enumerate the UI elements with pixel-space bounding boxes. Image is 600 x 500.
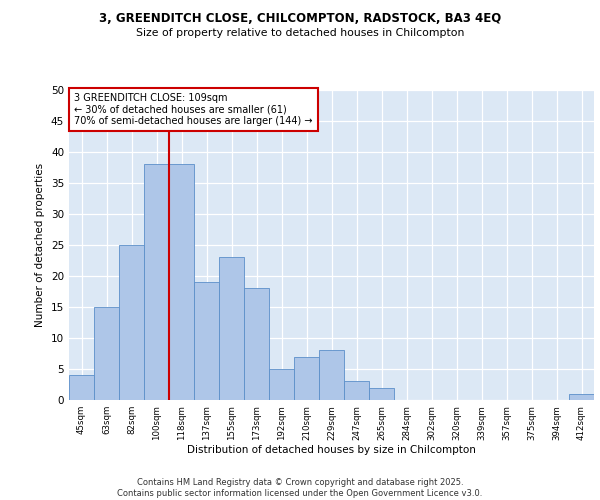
Bar xyxy=(569,394,594,400)
Bar xyxy=(219,258,244,400)
Bar xyxy=(69,375,94,400)
Bar xyxy=(194,282,219,400)
Bar xyxy=(269,369,294,400)
X-axis label: Distribution of detached houses by size in Chilcompton: Distribution of detached houses by size … xyxy=(187,446,476,456)
Bar xyxy=(94,307,119,400)
Bar xyxy=(169,164,194,400)
Text: Size of property relative to detached houses in Chilcompton: Size of property relative to detached ho… xyxy=(136,28,464,38)
Bar xyxy=(319,350,344,400)
Bar xyxy=(344,382,369,400)
Bar xyxy=(294,356,319,400)
Bar xyxy=(144,164,169,400)
Bar xyxy=(244,288,269,400)
Bar xyxy=(369,388,394,400)
Text: 3, GREENDITCH CLOSE, CHILCOMPTON, RADSTOCK, BA3 4EQ: 3, GREENDITCH CLOSE, CHILCOMPTON, RADSTO… xyxy=(99,12,501,26)
Bar xyxy=(119,245,144,400)
Text: Contains HM Land Registry data © Crown copyright and database right 2025.
Contai: Contains HM Land Registry data © Crown c… xyxy=(118,478,482,498)
Text: 3 GREENDITCH CLOSE: 109sqm
← 30% of detached houses are smaller (61)
70% of semi: 3 GREENDITCH CLOSE: 109sqm ← 30% of deta… xyxy=(74,93,313,126)
Y-axis label: Number of detached properties: Number of detached properties xyxy=(35,163,46,327)
